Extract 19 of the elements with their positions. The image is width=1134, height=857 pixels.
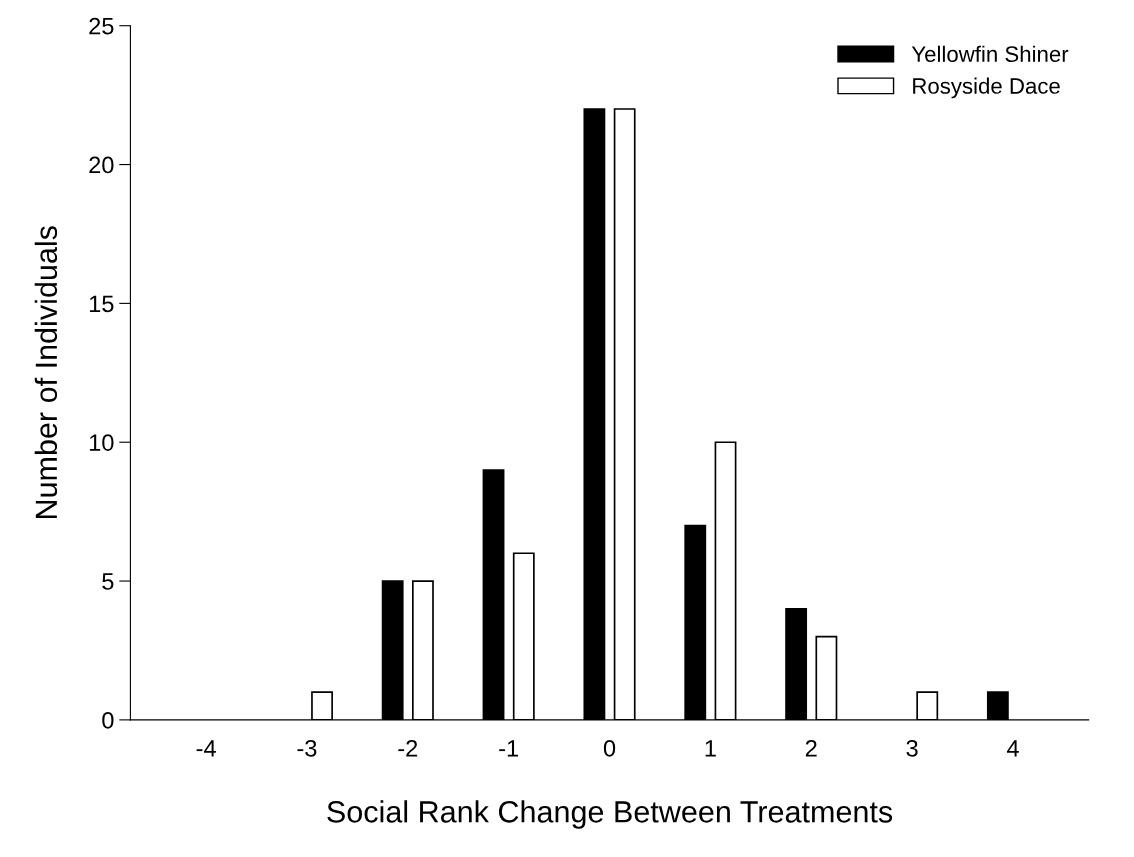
y-axis-title: Number of Individuals xyxy=(34,226,58,519)
x-tick-label: -4 xyxy=(196,740,216,757)
x-tick-label: 0 xyxy=(603,739,616,757)
x-tick-label: -2 xyxy=(398,739,418,757)
y-tick-label: 5 xyxy=(102,573,114,590)
x-tick-label: 4 xyxy=(1006,740,1019,757)
y-tick-label: 25 xyxy=(89,17,114,35)
x-tick-label: 1 xyxy=(705,740,716,757)
y-tick-label: 0 xyxy=(102,711,114,729)
x-tick-label: 3 xyxy=(906,739,918,757)
y-tick-label: 20 xyxy=(89,156,114,174)
legend-label: Rosyside Dace xyxy=(913,77,1060,99)
x-axis-title: Social Rank Change Between Treatments xyxy=(327,800,893,829)
x-tick-label: -3 xyxy=(297,739,317,757)
x-tick-label: -1 xyxy=(499,740,518,757)
x-tick-label: 2 xyxy=(805,739,817,757)
y-tick-label: 10 xyxy=(89,434,114,451)
y-tick-label: 15 xyxy=(89,295,114,313)
legend-label: Yellowfin Shiner xyxy=(911,45,1069,63)
